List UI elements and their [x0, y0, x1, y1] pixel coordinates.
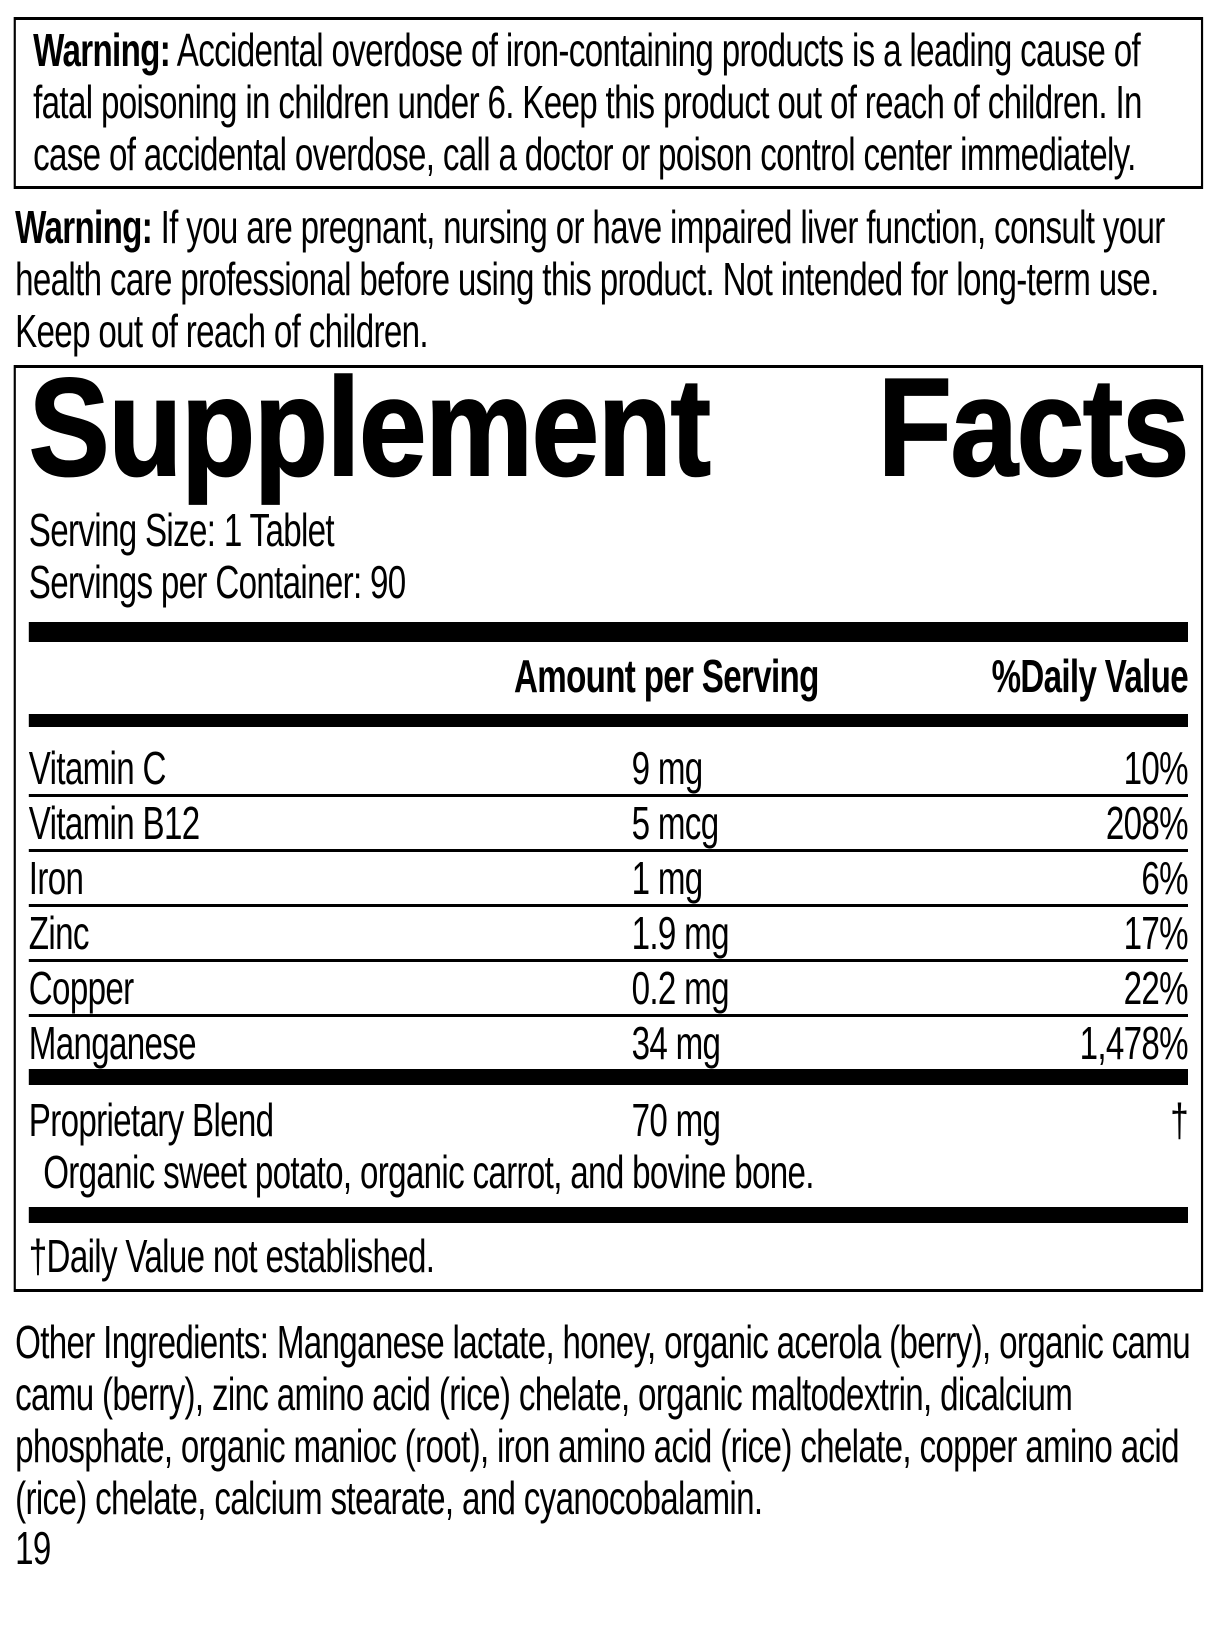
iron-warning-box: Warning: Accidental overdose of iron-con…: [13, 17, 1204, 189]
supplement-facts-title: Supplement Facts: [28, 350, 1190, 505]
nutrient-amount: 34 mg: [631, 1017, 721, 1069]
nutrient-amount: 5 mcg: [631, 797, 720, 849]
amount-per-serving-header: Amount per Serving: [514, 650, 819, 702]
daily-value-footnote: †Daily Value not established.: [28, 1230, 435, 1282]
other-ingredients-label: Other Ingredients:: [15, 1316, 269, 1368]
page-number: 19: [15, 1522, 51, 1574]
nutrient-name: Copper: [28, 962, 134, 1014]
title-word-facts: Facts: [877, 350, 1190, 505]
nutrient-daily-value: 10%: [1123, 742, 1189, 794]
nutrient-amount: 1.9 mg: [631, 907, 730, 959]
nutrient-row-iron: Iron 1 mg 6%: [28, 849, 1189, 904]
blend-name: Proprietary Blend: [28, 1094, 274, 1146]
blend-dagger: †: [1170, 1094, 1188, 1146]
warning-label: Warning:: [15, 201, 153, 253]
nutrient-row-manganese: Manganese 34 mg 1,478%: [28, 1014, 1189, 1069]
serving-info: Serving Size: 1 Tablet Servings per Cont…: [29, 504, 1188, 608]
nutrient-daily-value: 22%: [1123, 962, 1189, 1014]
warning-label: Warning:: [33, 24, 171, 76]
warning-text: If you are pregnant, nursing or have imp…: [15, 201, 1165, 357]
nutrient-name: Manganese: [28, 1017, 197, 1069]
divider-bar-medium: [28, 714, 1188, 727]
nutrient-row-vitamin-b12: Vitamin B12 5 mcg 208%: [28, 794, 1189, 849]
nutrient-rows: Vitamin C 9 mg 10% Vitamin B12 5 mcg 208…: [28, 739, 1189, 1069]
nutrient-name: Zinc: [28, 907, 90, 959]
other-ingredients-paragraph: Other Ingredients: Manganese lactate, ho…: [15, 1316, 1202, 1524]
nutrient-amount: 1 mg: [631, 852, 704, 904]
divider-bar-footnote: [28, 1207, 1188, 1223]
pregnancy-warning-paragraph: Warning: If you are pregnant, nursing or…: [15, 201, 1202, 357]
nutrient-daily-value: 208%: [1105, 797, 1189, 849]
divider-bar-sub: [28, 1069, 1188, 1085]
nutrient-amount: 0.2 mg: [631, 962, 730, 1014]
iron-warning-paragraph: Warning: Accidental overdose of iron-con…: [33, 24, 1182, 180]
daily-value-header: %Daily Value: [991, 650, 1189, 702]
proprietary-blend-row: Proprietary Blend 70 mg †: [28, 1085, 1189, 1146]
serving-size: Serving Size: 1 Tablet: [28, 504, 335, 556]
nutrient-daily-value: 1,478%: [1079, 1017, 1189, 1069]
nutrient-daily-value: 6%: [1141, 852, 1188, 904]
nutrient-daily-value: 17%: [1123, 907, 1189, 959]
nutrient-row-copper: Copper 0.2 mg 22%: [28, 959, 1189, 1014]
header-spacer: [29, 650, 510, 702]
table-header-row: Amount per Serving %Daily Value: [29, 642, 1189, 702]
supplement-facts-panel: Supplement Facts Serving Size: 1 Tablet …: [13, 350, 1204, 1292]
nutrient-name: Iron: [28, 852, 84, 904]
blend-description: Organic sweet potato, organic carrot, an…: [43, 1146, 814, 1198]
nutrient-row-vitamin-c: Vitamin C 9 mg 10%: [28, 739, 1189, 794]
nutrient-row-zinc: Zinc 1.9 mg 17%: [28, 904, 1189, 959]
title-word-supplement: Supplement: [28, 350, 712, 505]
nutrient-amount: 9 mg: [631, 742, 704, 794]
other-ingredients-text: Manganese lactate, honey, organic acerol…: [15, 1316, 1191, 1524]
nutrient-name: Vitamin C: [28, 742, 167, 794]
blend-amount: 70 mg: [631, 1094, 721, 1146]
warning-text: Accidental overdose of iron-containing p…: [33, 24, 1142, 180]
label-content: Warning: Accidental overdose of iron-con…: [0, 17, 1214, 1572]
servings-per-container: Servings per Container: 90: [28, 556, 406, 608]
divider-bar-thick: [28, 622, 1188, 642]
nutrient-name: Vitamin B12: [28, 797, 200, 849]
